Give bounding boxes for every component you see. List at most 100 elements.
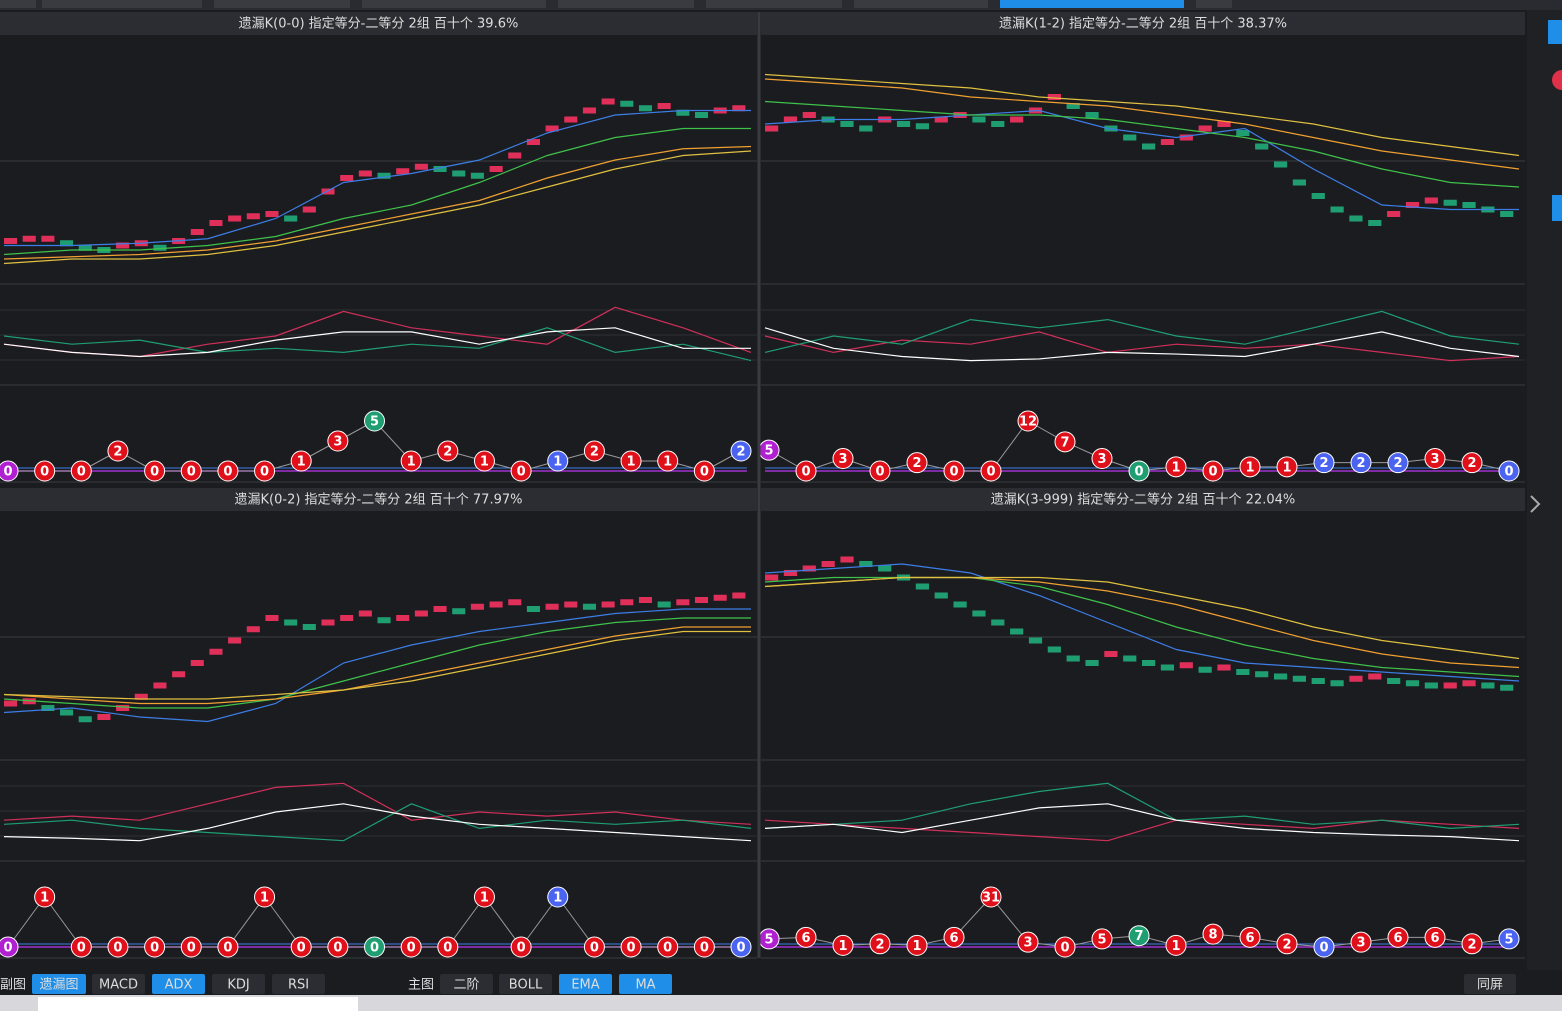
toolbar-button[interactable]	[499, 974, 552, 994]
omission-bubble	[1165, 456, 1187, 478]
renko-brick	[153, 682, 167, 689]
omission-bubble	[583, 440, 605, 462]
omission-bubble	[1387, 926, 1409, 948]
home-tab[interactable]	[0, 0, 36, 8]
omission-bubble	[254, 460, 276, 482]
button-label[interactable]: MA	[635, 978, 655, 993]
renko-brick	[1443, 199, 1457, 206]
renko-brick	[265, 615, 279, 621]
button-label[interactable]: 同屏	[1477, 978, 1503, 993]
omission-bubble	[437, 936, 459, 958]
bubble-label: 3	[1097, 452, 1106, 467]
ma-line	[4, 109, 751, 247]
bubble-label: 0	[77, 941, 86, 956]
bubble-label: 7	[1060, 435, 1069, 450]
ma-line	[764, 576, 1520, 660]
bubble-label: 0	[986, 465, 995, 480]
panel-title: 遗漏K(0-2) 指定等分-二等分 2组 百十个 77.97%	[235, 492, 523, 508]
indicator-line	[3, 803, 752, 842]
button-label[interactable]: 遗漏图	[39, 977, 78, 993]
toolbar-label: 副图	[0, 978, 26, 993]
button-label[interactable]: MACD	[99, 978, 138, 993]
sidebar-button[interactable]	[1552, 195, 1562, 221]
toolbar-button[interactable]	[92, 974, 145, 994]
panel-bg	[0, 488, 757, 958]
renko-brick	[265, 211, 279, 217]
omission-bubble	[290, 936, 312, 958]
bubble-label: 6	[1393, 931, 1402, 946]
renko-brick	[358, 170, 372, 177]
omission-bubble	[1276, 933, 1298, 955]
omission-bubble	[510, 460, 532, 482]
toolbar-button-active[interactable]	[152, 974, 205, 994]
expand-arrow[interactable]	[1530, 495, 1541, 513]
tab[interactable]	[854, 0, 988, 8]
button-label[interactable]: 二阶	[453, 978, 479, 993]
panel-title: 遗漏K(1-2) 指定等分-二等分 2组 百十个 38.37%	[999, 16, 1287, 32]
toolbar-button[interactable]	[272, 974, 325, 994]
renko-brick	[1500, 211, 1514, 217]
indicator-line	[764, 310, 1520, 353]
renko-brick	[1010, 628, 1024, 635]
renko-brick	[896, 121, 911, 127]
bubble-label: 2	[875, 937, 884, 952]
tab[interactable]	[362, 0, 546, 8]
bubble-label: 0	[223, 465, 232, 480]
renko-brick	[321, 188, 335, 195]
bubble-label: 6	[949, 931, 958, 946]
toolbar-button-active[interactable]	[619, 974, 672, 994]
active-tab[interactable]	[1000, 0, 1184, 8]
bubble-label: 2	[1467, 937, 1476, 952]
bubble-label: 2	[590, 445, 599, 460]
omission-bubble	[510, 936, 532, 958]
taskbar	[0, 995, 1562, 1011]
bubble-label: 1	[260, 891, 269, 906]
bubble-label: 1	[40, 891, 49, 906]
renko-brick	[526, 139, 540, 145]
renko-brick	[564, 116, 578, 123]
button-label[interactable]: BOLL	[509, 978, 543, 993]
toolbar-button-active[interactable]	[559, 974, 612, 994]
button-label[interactable]: KDJ	[227, 978, 249, 993]
bubble-label: 0	[150, 941, 159, 956]
toolbar-button[interactable]	[1464, 974, 1516, 994]
tab[interactable]	[558, 0, 694, 8]
renko-brick	[638, 105, 653, 112]
omission-bubble	[180, 460, 202, 482]
renko-brick	[41, 235, 55, 242]
ma-line	[764, 78, 1520, 170]
renko-brick	[1311, 678, 1325, 684]
renko-brick	[582, 603, 596, 610]
renko-brick	[1273, 161, 1288, 168]
omission-bubble	[1165, 934, 1187, 956]
button-label[interactable]: ADX	[165, 978, 193, 993]
search-box[interactable]	[38, 997, 358, 1011]
bubble-label: 1	[407, 455, 416, 470]
tab[interactable]	[214, 0, 350, 8]
tab[interactable]	[42, 0, 202, 8]
chart-panel: 遗漏K(3-999) 指定等分-二等分 2组 百十个 22.04% 5 6 1 2 1 6 3…	[758, 488, 1525, 959]
renko-brick	[732, 105, 746, 112]
renko-brick	[1142, 660, 1156, 666]
toolbar-button[interactable]	[212, 974, 265, 994]
bubble-label: 1	[912, 939, 921, 954]
renko-brick	[915, 583, 929, 590]
sidebar-button[interactable]	[1548, 20, 1562, 44]
toolbar-button-active[interactable]	[32, 974, 86, 994]
add-tab[interactable]	[1196, 0, 1232, 8]
button-label[interactable]: EMA	[571, 978, 599, 993]
tab[interactable]	[706, 0, 842, 8]
bubble-label: 0	[590, 941, 599, 956]
omission-bubble	[980, 460, 1002, 482]
omission-bubble	[327, 936, 349, 958]
renko-brick	[470, 603, 484, 610]
button-label[interactable]: RSI	[288, 978, 309, 993]
sidebar-icon[interactable]	[1552, 70, 1562, 90]
toolbar-button[interactable]	[440, 974, 493, 994]
bubble-label: 1	[1245, 460, 1254, 475]
panel-bg	[761, 488, 1525, 958]
renko-brick	[60, 240, 74, 247]
renko-brick	[228, 215, 242, 222]
renko-brick	[41, 705, 55, 711]
